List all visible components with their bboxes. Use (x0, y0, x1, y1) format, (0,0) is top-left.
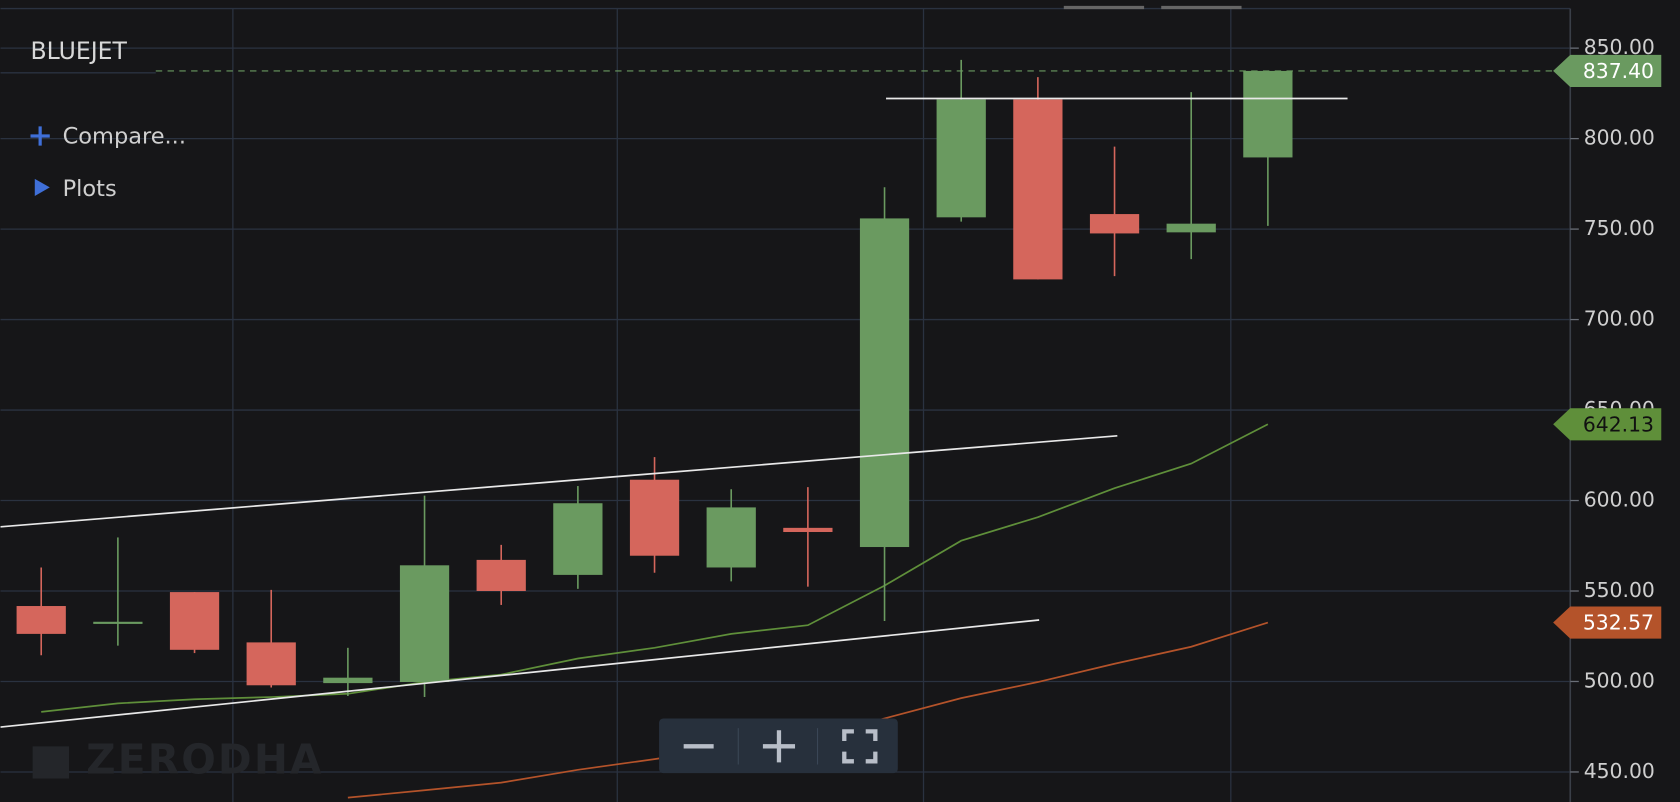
candle-body (1166, 223, 1216, 233)
trend-line (0, 619, 1040, 728)
candle-body (1243, 70, 1293, 158)
candle-body (859, 218, 910, 548)
y-tick-label: 450.00 (1584, 759, 1655, 783)
price-tag-label: 642.13 (1583, 412, 1654, 436)
candle-body (706, 507, 756, 568)
zoom-controls (659, 718, 898, 774)
y-tick-label: 800.00 (1584, 126, 1655, 150)
price-tag (1553, 54, 1662, 87)
candle-body (553, 503, 603, 575)
drawings (0, 97, 1348, 728)
zoom-in[interactable] (762, 730, 796, 763)
candle-body (629, 479, 680, 556)
candle-body (169, 592, 220, 650)
candle-body (399, 565, 450, 683)
trend-line (0, 434, 1118, 528)
y-tick-label: 550.00 (1584, 578, 1655, 602)
candle-body (476, 559, 526, 592)
candle-body (1089, 214, 1140, 234)
menu-item[interactable]: Plots (63, 176, 117, 202)
y-tick-label: 750.00 (1584, 216, 1655, 240)
plus-icon (30, 126, 50, 146)
symbol: BLUEJET (31, 37, 128, 65)
plots-button[interactable]: Plots (34, 176, 117, 202)
triangle-icon (34, 178, 50, 196)
moving-average (41, 423, 1269, 713)
compare-button[interactable]: Compare... (30, 124, 186, 150)
y-tick-label: 700.00 (1584, 307, 1655, 331)
menu-item[interactable]: Compare... (63, 124, 186, 150)
watermark: ZERODHA (86, 735, 323, 783)
price-tag (1553, 408, 1662, 441)
price-tag-label: 837.40 (1583, 59, 1654, 83)
y-tick-label: 500.00 (1584, 668, 1655, 692)
candle-body (16, 606, 66, 634)
candle-body (783, 527, 833, 533)
candle-body (323, 677, 373, 684)
candle-body (1013, 99, 1063, 280)
candle-body (93, 621, 143, 624)
candle-body (246, 642, 296, 686)
y-tick-label: 600.00 (1584, 488, 1655, 512)
watermark-logo (32, 746, 70, 779)
fullscreen[interactable] (842, 729, 878, 764)
price-tag-label: 532.57 (1583, 611, 1654, 635)
candle-body (936, 99, 986, 218)
price-tag (1553, 606, 1662, 639)
